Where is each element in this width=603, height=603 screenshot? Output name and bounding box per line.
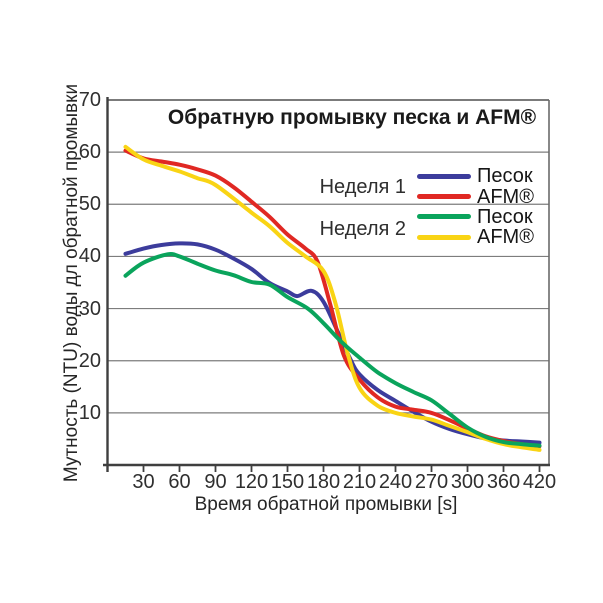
legend-label-afm-week2: AFM® <box>477 226 534 248</box>
x-tick-label-300: 300 <box>450 471 485 493</box>
y-tick-label-30: 30 <box>78 297 101 320</box>
legend-swatch-afm-week1 <box>417 194 471 199</box>
y-tick-label-70: 70 <box>78 89 101 111</box>
x-axis-label: Время обратной промывки [s] <box>194 494 458 515</box>
x-tick-label-60: 60 <box>168 471 191 493</box>
x-tick-label-150: 150 <box>270 471 305 493</box>
y-tick-label-20: 20 <box>78 349 101 372</box>
legend-group-week2: Неделя 2 <box>319 218 406 240</box>
series-line-3 <box>123 144 542 452</box>
x-tick-label-420: 420 <box>522 471 557 493</box>
legend-label-afm-week1: AFM® <box>477 185 534 208</box>
y-tick-label-10: 10 <box>78 401 101 424</box>
chart-title: Обратную промывку песка и AFM® <box>167 106 537 129</box>
y-tick-label-50: 50 <box>78 193 101 216</box>
x-tick-label-240: 240 <box>378 471 413 493</box>
legend-label-sand-week1: Песок <box>477 165 533 187</box>
legend-swatch-sand-week2 <box>417 214 471 219</box>
x-tick-label-90: 90 <box>204 471 227 493</box>
y-tick-label-60: 60 <box>78 141 101 164</box>
x-tick-label-270: 270 <box>414 471 449 493</box>
x-tick-label-120: 120 <box>234 471 269 493</box>
legend-swatch-sand-week1 <box>417 173 471 179</box>
x-tick-label-360: 360 <box>486 471 521 493</box>
legend-swatch-afm-week2 <box>417 234 471 240</box>
x-tick-label-30: 30 <box>132 471 155 493</box>
legend-label-sand-week2: Песок <box>477 205 533 228</box>
series-line-2 <box>123 251 542 448</box>
y-tick-label-40: 40 <box>78 245 101 268</box>
y-axis-label: Мутность (NTU) воды дл обратной промывки <box>61 83 82 483</box>
x-tick-label-210: 210 <box>342 471 377 493</box>
x-tick-label-180: 180 <box>306 471 341 493</box>
legend-group-week1: Неделя 1 <box>319 176 406 198</box>
series-line-0 <box>123 241 542 445</box>
